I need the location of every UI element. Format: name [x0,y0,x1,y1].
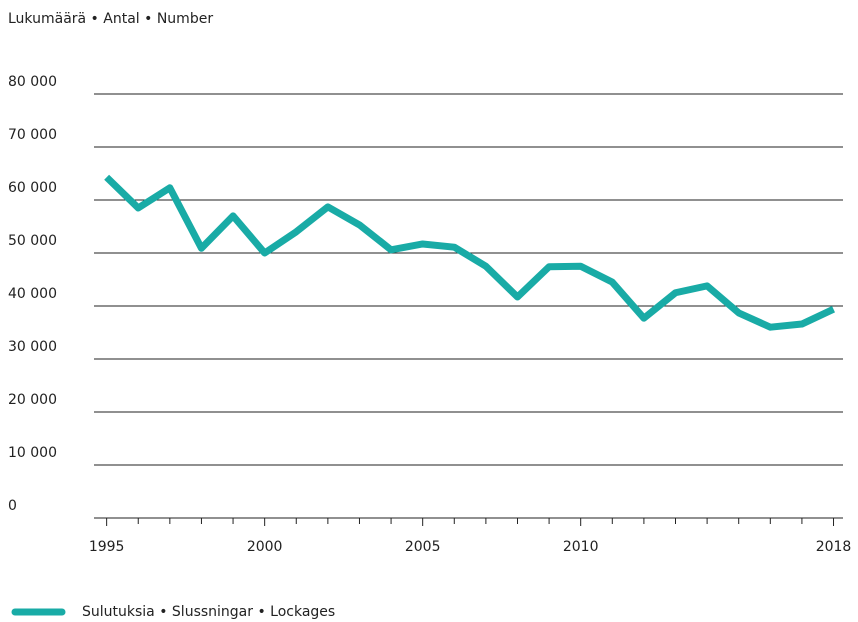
y-tick-label: 60 000 [8,180,57,196]
x-tick-label: 2005 [405,539,441,555]
y-tick-label: 0 [8,498,17,514]
y-tick-label: 80 000 [8,74,57,90]
y-tick-label: 50 000 [8,233,57,249]
y-tick-label: 10 000 [8,445,57,461]
chart-title: Lukumäärä • Antal • Number [8,11,213,27]
line-series [104,174,836,331]
y-tick-label: 20 000 [8,392,57,408]
x-tick-label: 1995 [89,539,125,555]
x-tick-label: 2010 [563,539,599,555]
legend-label: Sulutuksia • Slussningar • Lockages [82,604,335,620]
y-tick-label: 70 000 [8,127,57,143]
y-tick-label: 30 000 [8,339,57,355]
x-tick-label: 2000 [247,539,283,555]
x-tick-label: 2018 [816,539,852,555]
y-tick-label: 40 000 [8,286,57,302]
